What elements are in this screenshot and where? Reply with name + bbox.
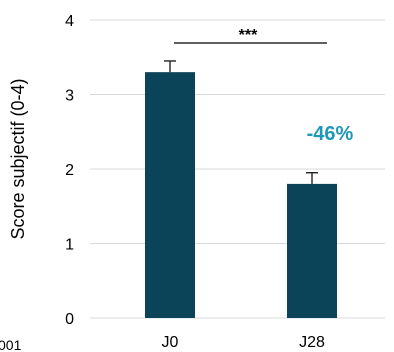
x-tick-labels: J0 J28 [162,334,325,351]
y-tick-label: 4 [65,13,74,30]
x-tick-label: J0 [162,334,179,351]
y-tick-label: 1 [65,237,74,254]
y-tick-label: 0 [65,311,74,328]
x-tick-label: J28 [299,334,325,351]
bar [287,183,337,318]
bars [145,72,337,319]
grid-lines [90,19,385,319]
change-label: -46% [307,123,354,145]
significance-label: *** [239,27,258,44]
y-axis-title: Score subjectif (0-4) [8,78,28,239]
error-bar [306,172,318,184]
y-tick-label: 2 [65,162,74,179]
error-bar [164,60,176,73]
y-tick-label: 3 [65,88,74,105]
error-bars [164,60,318,184]
bar [145,72,195,319]
y-tick-labels: 0 1 2 3 4 [65,13,74,328]
footnote: 001 [0,337,22,352]
